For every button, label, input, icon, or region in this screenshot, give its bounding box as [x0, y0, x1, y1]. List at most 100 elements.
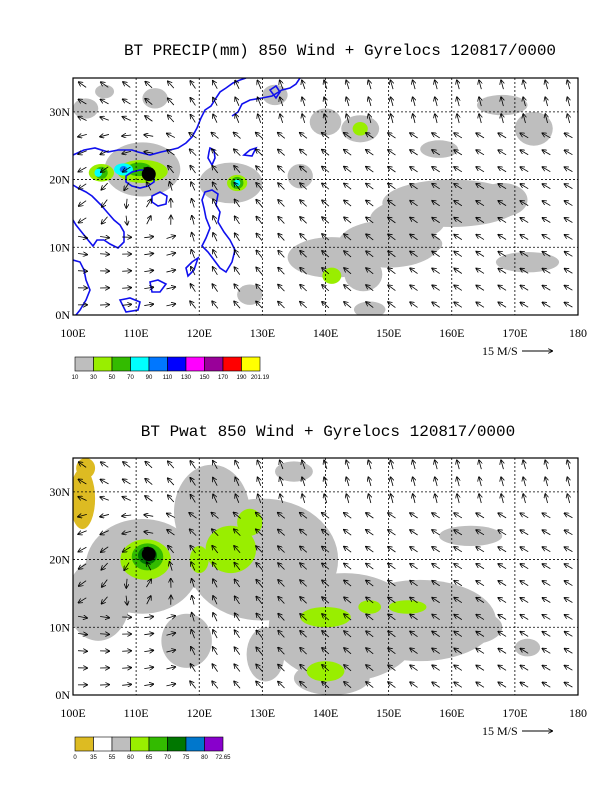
wind-vector	[388, 547, 396, 553]
wind-vector	[366, 285, 374, 292]
wind-vector	[280, 114, 283, 124]
wind-vector	[432, 530, 440, 536]
wind-vector	[498, 581, 507, 586]
wind-vector	[191, 630, 194, 639]
wind-vector	[498, 286, 507, 291]
wind-vector	[234, 301, 241, 309]
wind-vector	[300, 166, 308, 173]
wind-vector	[190, 284, 196, 292]
x-tick-label: 140E	[313, 706, 338, 720]
wind-vector	[476, 615, 485, 620]
colorbar-swatch	[74, 356, 94, 372]
wind-vector	[191, 115, 196, 123]
y-tick-label: 0N	[55, 688, 70, 702]
wind-vector	[280, 494, 283, 504]
colorbar-label: 201.19	[251, 375, 270, 381]
wind-vector	[498, 530, 507, 536]
colorbar-label: 55	[109, 755, 116, 761]
pwat-map-title: BT Pwat 850 Wind + Gyrelocs 120817/0000	[141, 423, 515, 441]
wind-vector	[543, 303, 551, 308]
wind-vector	[256, 285, 263, 292]
lat-lon-grid	[73, 78, 578, 315]
wind-vector	[565, 167, 573, 173]
wind-vector	[543, 218, 551, 223]
wind-vector	[168, 98, 175, 106]
wind-vector	[192, 596, 194, 605]
x-tick-label: 120E	[187, 706, 212, 720]
wind-vector	[366, 217, 374, 224]
wind-vector	[100, 150, 109, 155]
wind-vector	[256, 302, 263, 309]
wind-vector	[235, 233, 240, 242]
colorbar-swatch	[185, 356, 205, 372]
wind-vector	[432, 513, 440, 519]
wind-vector	[366, 513, 374, 519]
wind-vector	[256, 183, 263, 190]
colorbar-label: 72.65	[215, 755, 231, 761]
wind-vector	[432, 268, 440, 274]
wind-vector	[543, 133, 551, 139]
wind-vector	[565, 150, 573, 156]
wind-vector	[410, 581, 418, 587]
wind-vector	[190, 529, 197, 536]
wind-vector	[146, 596, 151, 605]
wind-vector	[212, 664, 218, 672]
colorbar-label: 50	[109, 375, 116, 381]
colorbar-swatch	[222, 356, 242, 372]
wind-vector	[410, 268, 418, 274]
wind-vectors	[78, 80, 573, 309]
wind-vector	[435, 114, 437, 124]
x-tick-label: 180	[569, 706, 587, 720]
wind-vector	[191, 182, 196, 191]
wind-vector	[322, 150, 330, 156]
wind-vector	[212, 301, 219, 309]
wind-vector	[366, 150, 374, 156]
wind-vector	[167, 134, 176, 138]
wind-vector	[521, 649, 529, 654]
wind-vector	[144, 515, 154, 517]
wind-vector	[100, 616, 109, 617]
wind-vector	[543, 649, 551, 654]
colorbar-label: 0	[73, 755, 77, 761]
colorbar-swatch	[204, 736, 224, 752]
wind-vector	[322, 580, 330, 587]
wind-vector	[521, 598, 529, 603]
wind-vector	[366, 648, 374, 655]
wind-vector	[147, 562, 152, 571]
wind-vector	[344, 665, 352, 672]
wind-vector	[256, 682, 263, 689]
wind-vector	[454, 547, 463, 553]
wind-vector	[213, 233, 218, 242]
wind-vector	[212, 513, 219, 519]
wind-vector	[388, 302, 396, 308]
colorbar-swatch	[148, 736, 168, 752]
wind-vector	[391, 114, 393, 124]
colorbar-swatch	[167, 356, 187, 372]
wind-vector	[523, 114, 525, 124]
wind-vector	[234, 133, 241, 139]
wind-vector	[256, 513, 263, 519]
wind-vector	[192, 579, 195, 588]
wind-vector	[144, 684, 153, 685]
wind-vector	[388, 682, 396, 688]
wind-vector	[144, 135, 154, 137]
wind-vector	[498, 547, 507, 553]
wind-vector	[123, 82, 131, 88]
pwat-shading	[73, 458, 541, 695]
wind-vector	[476, 235, 485, 240]
wind-vector	[278, 563, 285, 570]
wind-vector	[435, 460, 437, 470]
wind-vector	[344, 133, 352, 139]
wind-vector	[498, 184, 507, 190]
wind-vector	[543, 632, 551, 637]
wind-vector	[498, 269, 507, 274]
shaded-region	[246, 627, 285, 682]
wind-vector	[476, 649, 485, 654]
wind-vector	[256, 529, 263, 536]
wind-vector	[235, 630, 240, 639]
wind-vector	[346, 477, 349, 487]
colorbar-swatch	[185, 736, 205, 752]
wind-vector	[256, 234, 263, 241]
wind-vector	[498, 133, 507, 139]
wind-vector	[479, 460, 481, 470]
